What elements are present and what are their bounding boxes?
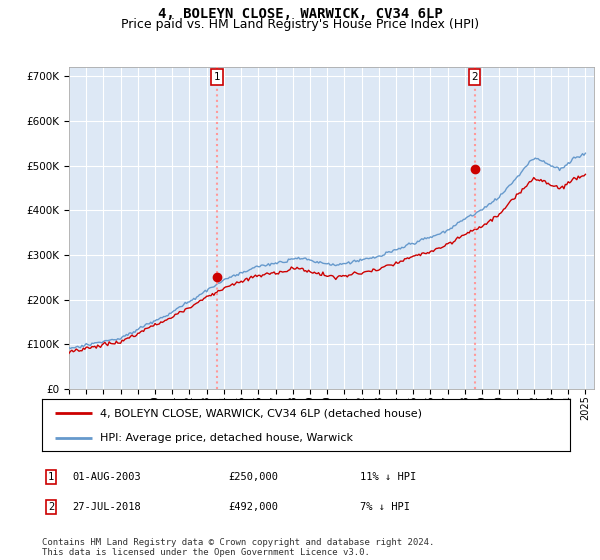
Text: Contains HM Land Registry data © Crown copyright and database right 2024.
This d: Contains HM Land Registry data © Crown c… (42, 538, 434, 557)
Text: 27-JUL-2018: 27-JUL-2018 (72, 502, 141, 512)
Text: 1: 1 (48, 472, 54, 482)
Text: 2: 2 (471, 72, 478, 82)
Text: 01-AUG-2003: 01-AUG-2003 (72, 472, 141, 482)
Text: Price paid vs. HM Land Registry's House Price Index (HPI): Price paid vs. HM Land Registry's House … (121, 18, 479, 31)
Text: 1: 1 (214, 72, 220, 82)
Text: 2: 2 (48, 502, 54, 512)
Text: 4, BOLEYN CLOSE, WARWICK, CV34 6LP (detached house): 4, BOLEYN CLOSE, WARWICK, CV34 6LP (deta… (100, 408, 422, 418)
Text: £250,000: £250,000 (228, 472, 278, 482)
Text: £492,000: £492,000 (228, 502, 278, 512)
Text: 11% ↓ HPI: 11% ↓ HPI (360, 472, 416, 482)
Text: HPI: Average price, detached house, Warwick: HPI: Average price, detached house, Warw… (100, 433, 353, 443)
Text: 4, BOLEYN CLOSE, WARWICK, CV34 6LP: 4, BOLEYN CLOSE, WARWICK, CV34 6LP (158, 7, 442, 21)
Text: 7% ↓ HPI: 7% ↓ HPI (360, 502, 410, 512)
